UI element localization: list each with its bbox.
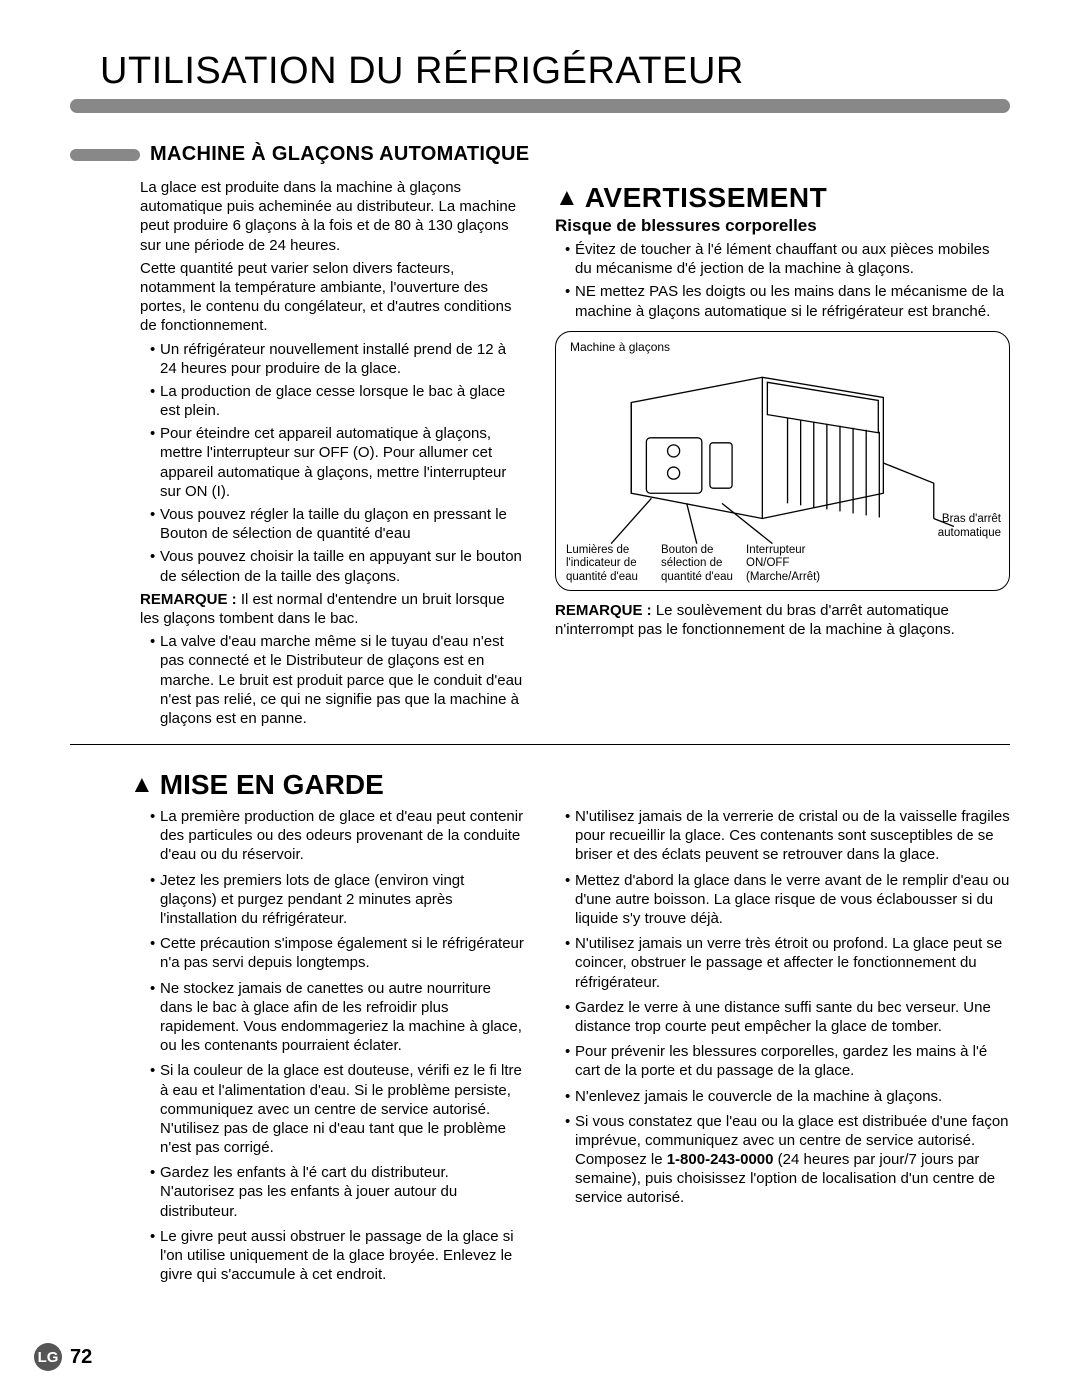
- intro-p2: Cette quantité peut varier selon divers …: [70, 259, 525, 336]
- bullet: Ne stockez jamais de canettes ou autre n…: [150, 979, 525, 1056]
- diagram-label-1: Lumières de l'indicateur de quantité d'e…: [566, 544, 656, 584]
- bullet: N'utilisez jamais de la verrerie de cris…: [565, 807, 1010, 865]
- section-bullet: [70, 149, 140, 161]
- warning-bullets: Évitez de toucher à l'é lément chauffant…: [555, 240, 1010, 321]
- bullets-b: La valve d'eau marche même si le tuyau d…: [70, 632, 525, 728]
- warning-heading: ▲ AVERTISSEMENT: [555, 182, 1010, 214]
- diagram-title: Machine à glaçons: [570, 340, 670, 354]
- bullet: Pour prévenir les blessures corporelles,…: [565, 1042, 1010, 1080]
- diagram-label-4: Bras d'arrêt automatique: [921, 513, 1001, 539]
- warning-remark: REMARQUE : Le soulèvement du bras d'arrê…: [555, 601, 1010, 639]
- bullet: Évitez de toucher à l'é lément chauffant…: [565, 240, 1010, 278]
- page-number: 72: [70, 1346, 92, 1369]
- bullet: N'utilisez jamais un verre très étroit o…: [565, 934, 1010, 992]
- remark-1: REMARQUE : Il est normal d'entendre un b…: [70, 590, 525, 628]
- bullet: La production de glace cesse lorsque le …: [150, 382, 525, 420]
- caution-heading: ▲ MISE EN GARDE: [70, 769, 1010, 801]
- diagram-label-3: Interrupteur ON/OFF (Marche/Arrêt): [746, 544, 841, 584]
- right-col: ▲ AVERTISSEMENT Risque de blessures corp…: [555, 178, 1010, 732]
- bullet: Pour éteindre cet appareil automatique à…: [150, 424, 525, 501]
- warning-icon: ▲: [555, 186, 579, 210]
- bullet: Vous pouvez régler la taille du glaçon e…: [150, 505, 525, 543]
- caution-list-right: N'utilisez jamais de la verrerie de cris…: [555, 807, 1010, 1208]
- section-heading: MACHINE À GLAÇONS AUTOMATIQUE: [150, 143, 529, 166]
- bullet: Gardez le verre à une distance suffi san…: [565, 998, 1010, 1036]
- top-two-col: La glace est produite dans la machine à …: [70, 178, 1010, 732]
- diagram-label-2: Bouton de sélection de quantité d'eau: [661, 544, 741, 584]
- left-col: La glace est produite dans la machine à …: [70, 178, 525, 732]
- section-header: MACHINE À GLAÇONS AUTOMATIQUE: [70, 143, 1010, 166]
- bullet: Mettez d'abord la glace dans le verre av…: [565, 871, 1010, 929]
- bullet: Un réfrigérateur nouvellement installé p…: [150, 340, 525, 378]
- caution-text: MISE EN GARDE: [160, 769, 384, 801]
- bullet: La valve d'eau marche même si le tuyau d…: [150, 632, 525, 728]
- bullets-a: Un réfrigérateur nouvellement installé p…: [70, 340, 525, 586]
- bullet: Gardez les enfants à l'é cart du distrib…: [150, 1163, 525, 1221]
- remark-label: REMARQUE :: [555, 602, 652, 619]
- warning-text: AVERTISSEMENT: [585, 182, 827, 214]
- warning-subheading: Risque de blessures corporelles: [555, 216, 1010, 236]
- title-bar: [70, 99, 1010, 113]
- diagram: Machine à glaçons: [555, 331, 1010, 591]
- caution-icon: ▲: [130, 773, 154, 797]
- bullet: N'enlevez jamais le couvercle de la mach…: [565, 1087, 1010, 1106]
- phone-number: 1-800-243-0000: [667, 1151, 774, 1168]
- bullet: Si vous constatez que l'eau ou la glace …: [565, 1112, 1010, 1208]
- bullet: Vous pouvez choisir la taille en appuyan…: [150, 547, 525, 585]
- caution-list-left: La première production de glace et d'eau…: [70, 807, 525, 1284]
- caution-right: N'utilisez jamais de la verrerie de cris…: [555, 807, 1010, 1290]
- caution-two-col: La première production de glace et d'eau…: [70, 807, 1010, 1290]
- remark-label: REMARQUE :: [140, 591, 237, 608]
- page-title: UTILISATION DU RÉFRIGÉRATEUR: [100, 50, 1010, 93]
- intro-p1: La glace est produite dans la machine à …: [70, 178, 525, 255]
- bullet: Jetez les premiers lots de glace (enviro…: [150, 871, 525, 929]
- bullet: La première production de glace et d'eau…: [150, 807, 525, 865]
- bullet: Cette précaution s'impose également si l…: [150, 934, 525, 972]
- divider: [70, 744, 1010, 745]
- footer: LG 72: [34, 1343, 92, 1371]
- bullet: Si la couleur de la glace est douteuse, …: [150, 1061, 525, 1157]
- bullet: NE mettez PAS les doigts ou les mains da…: [565, 282, 1010, 320]
- lg-logo-icon: LG: [34, 1343, 62, 1371]
- bullet: Le givre peut aussi obstruer le passage …: [150, 1227, 525, 1285]
- caution-left: La première production de glace et d'eau…: [70, 807, 525, 1290]
- caution-block: ▲ MISE EN GARDE La première production d…: [70, 769, 1010, 1290]
